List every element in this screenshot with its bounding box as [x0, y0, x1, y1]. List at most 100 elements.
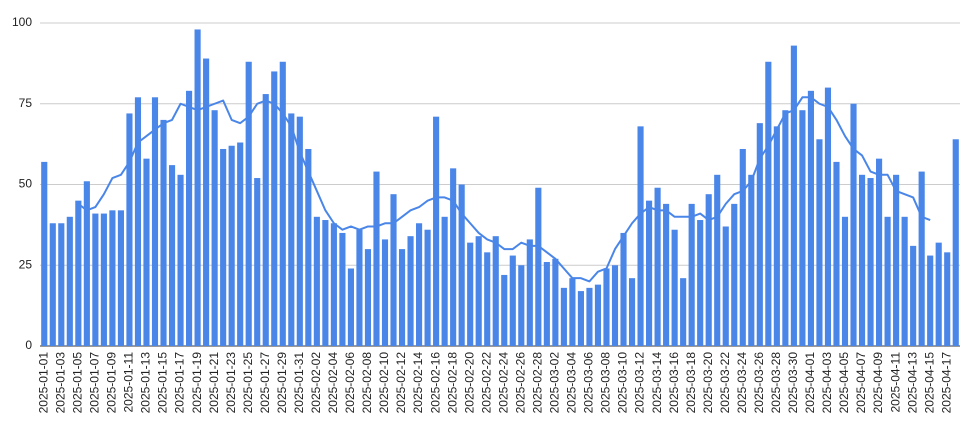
bar [748, 174, 755, 346]
bar [944, 252, 951, 346]
x-tick-label: 2025-04-13 [905, 352, 919, 414]
bar [714, 174, 721, 346]
x-tick-label: 2025-03-30 [786, 352, 800, 414]
bar [756, 123, 763, 346]
x-tick-label: 2025-03-16 [667, 352, 681, 414]
x-tick-label: 2025-02-24 [496, 352, 510, 414]
bar [671, 229, 678, 346]
bar [484, 252, 491, 346]
x-tick-label: 2025-04-05 [837, 352, 851, 414]
bar [151, 97, 159, 346]
x-tick-label: 2025-02-16 [428, 352, 442, 414]
x-tick-label: 2025-04-15 [922, 352, 936, 414]
bar [560, 287, 567, 346]
bar [100, 213, 107, 346]
x-tick-label: 2025-03-22 [718, 352, 732, 414]
bar [824, 87, 832, 346]
bar [450, 168, 457, 346]
bar [49, 223, 56, 346]
bar [458, 184, 465, 346]
bar [731, 203, 738, 346]
y-tick-label: 25 [19, 257, 33, 271]
x-tick-label: 2025-01-01 [36, 352, 50, 414]
bar [594, 284, 602, 346]
bar [765, 61, 772, 346]
bar [816, 139, 823, 346]
x-tick-label: 2025-01-21 [207, 352, 221, 414]
bar [850, 103, 857, 346]
x-tick-label: 2025-01-07 [88, 352, 102, 414]
bar [271, 71, 278, 346]
x-tick-label: 2025-01-05 [71, 352, 85, 414]
bar [910, 245, 917, 346]
bar [628, 278, 636, 346]
bar [901, 216, 908, 346]
bar [654, 187, 661, 346]
bar [884, 216, 891, 346]
x-tick-label: 2025-03-08 [599, 352, 613, 414]
bar [160, 119, 167, 347]
bar [586, 287, 593, 346]
bar [918, 171, 925, 346]
bar [364, 249, 372, 346]
bar [347, 268, 354, 346]
x-tick-label: 2025-01-19 [190, 352, 204, 414]
bar [790, 45, 797, 347]
bar [646, 200, 653, 346]
bar [356, 229, 363, 346]
x-tick-label: 2025-04-09 [871, 352, 885, 414]
bar [569, 278, 576, 346]
bar [467, 242, 474, 346]
bar [126, 113, 133, 346]
bar [663, 203, 670, 346]
bar [262, 94, 269, 346]
bar [807, 90, 814, 346]
bar [501, 274, 508, 346]
x-tick-label: 2025-02-04 [326, 352, 340, 414]
x-tick-label: 2025-03-04 [565, 352, 579, 414]
bar [867, 178, 874, 346]
bar [288, 113, 295, 346]
bar [935, 242, 942, 346]
x-tick-label: 2025-03-26 [752, 352, 766, 414]
bar [535, 187, 542, 346]
x-tick-label: 2025-02-20 [462, 352, 476, 414]
bar [722, 226, 729, 346]
y-tick-label: 50 [19, 177, 33, 191]
bar [66, 216, 73, 346]
bar [603, 268, 610, 346]
bar [41, 161, 48, 346]
bar [680, 278, 687, 346]
x-tick-label: 2025-02-14 [411, 352, 425, 414]
bar [211, 110, 218, 347]
x-tick-label: 2025-02-08 [360, 352, 374, 414]
bar [279, 61, 286, 346]
bar [228, 145, 235, 346]
bar [620, 232, 627, 346]
x-tick-label: 2025-03-20 [701, 352, 715, 414]
bar [143, 158, 150, 346]
bar [475, 236, 482, 346]
x-tick-label: 2025-02-26 [513, 352, 527, 414]
bar [398, 249, 406, 346]
x-tick-label: 2025-03-06 [582, 352, 596, 414]
x-tick-label: 2025-03-12 [633, 352, 647, 414]
bar [424, 229, 431, 346]
bar [92, 213, 99, 346]
bar [739, 148, 746, 346]
bar [952, 139, 959, 346]
bar [83, 181, 90, 346]
bar [237, 142, 244, 346]
bar [773, 126, 780, 346]
bar [407, 236, 414, 346]
x-tick-label: 2025-02-02 [309, 352, 323, 414]
bar [168, 165, 176, 346]
bar [109, 210, 116, 346]
bar [186, 90, 193, 346]
bar [893, 174, 900, 346]
x-tick-label: 2025-04-03 [820, 352, 834, 414]
x-tick-label: 2025-03-28 [769, 352, 783, 414]
x-tick-label: 2025-03-02 [548, 352, 562, 414]
y-tick-label: 100 [12, 15, 32, 29]
